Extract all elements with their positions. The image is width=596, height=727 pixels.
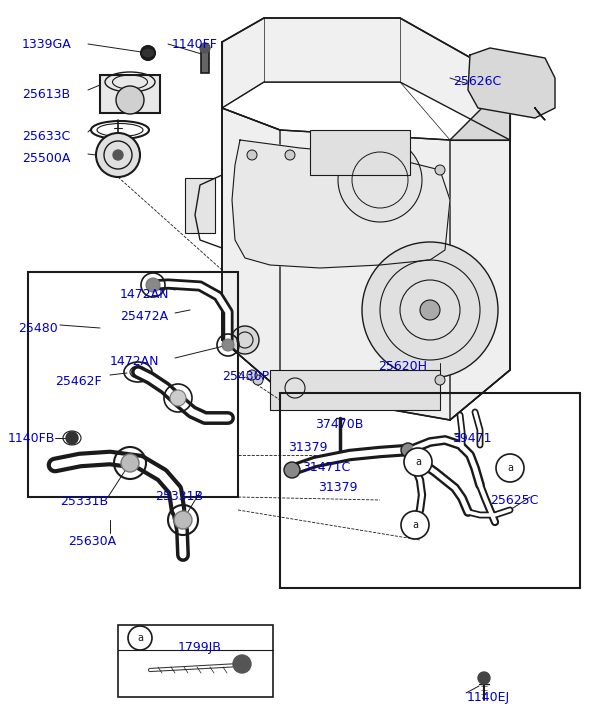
Polygon shape	[222, 18, 510, 140]
Text: 25626C: 25626C	[453, 75, 501, 88]
Text: 31471C: 31471C	[302, 461, 350, 474]
Circle shape	[222, 339, 234, 351]
Text: 1140FF: 1140FF	[172, 38, 218, 51]
Circle shape	[174, 511, 192, 529]
Bar	[118, 625, 273, 697]
Circle shape	[478, 672, 490, 684]
Text: 25331B: 25331B	[155, 490, 203, 503]
Polygon shape	[222, 108, 510, 420]
Bar	[28, 272, 238, 497]
Text: 1472AN: 1472AN	[110, 355, 160, 368]
Circle shape	[404, 448, 432, 476]
Text: 25620H: 25620H	[378, 360, 427, 373]
Text: 39471: 39471	[452, 432, 492, 445]
Circle shape	[116, 86, 144, 114]
Bar	[270, 370, 440, 410]
Text: 25462F: 25462F	[55, 375, 102, 388]
Text: 1472AN: 1472AN	[120, 288, 169, 301]
Circle shape	[247, 150, 257, 160]
Text: 37470B: 37470B	[315, 418, 364, 431]
Circle shape	[253, 375, 263, 385]
Circle shape	[113, 150, 123, 160]
Text: 25500A: 25500A	[22, 152, 70, 165]
Circle shape	[420, 300, 440, 320]
Circle shape	[96, 133, 140, 177]
Text: a: a	[137, 633, 143, 643]
Polygon shape	[468, 48, 555, 118]
Circle shape	[200, 43, 210, 53]
Text: a: a	[415, 457, 421, 467]
Circle shape	[362, 242, 498, 378]
Text: 31379: 31379	[288, 441, 327, 454]
Circle shape	[285, 150, 295, 160]
Circle shape	[170, 390, 186, 406]
Circle shape	[141, 46, 155, 60]
Text: 25480: 25480	[18, 322, 58, 335]
Circle shape	[128, 626, 152, 650]
Circle shape	[435, 375, 445, 385]
Text: 25613B: 25613B	[22, 88, 70, 101]
Text: a: a	[507, 463, 513, 473]
Circle shape	[496, 454, 524, 482]
Circle shape	[284, 462, 300, 478]
Text: 1339GA: 1339GA	[22, 38, 72, 51]
Text: 25430P: 25430P	[222, 370, 269, 383]
Text: 31379: 31379	[318, 481, 358, 494]
Text: 25625C: 25625C	[490, 494, 538, 507]
Polygon shape	[222, 42, 280, 390]
Circle shape	[233, 655, 251, 673]
Text: 1140FB: 1140FB	[8, 432, 55, 445]
Bar	[100, 75, 160, 113]
Circle shape	[401, 511, 429, 539]
Circle shape	[247, 370, 257, 380]
Polygon shape	[232, 140, 450, 268]
Bar	[201, 48, 209, 73]
Circle shape	[401, 443, 415, 457]
Circle shape	[121, 454, 139, 472]
Polygon shape	[450, 80, 510, 420]
Text: 25331B: 25331B	[60, 495, 108, 508]
Bar	[280, 393, 580, 588]
Text: 1799JB: 1799JB	[178, 641, 222, 654]
Text: 1140EJ: 1140EJ	[467, 691, 510, 704]
Bar	[185, 178, 215, 233]
Circle shape	[338, 138, 422, 222]
Text: 25472A: 25472A	[120, 310, 168, 323]
Bar	[310, 130, 410, 175]
Circle shape	[146, 278, 160, 292]
Text: 25630A: 25630A	[68, 535, 116, 548]
Text: 25633C: 25633C	[22, 130, 70, 143]
Circle shape	[435, 165, 445, 175]
Circle shape	[66, 432, 78, 444]
Text: a: a	[412, 520, 418, 530]
Circle shape	[231, 326, 259, 354]
